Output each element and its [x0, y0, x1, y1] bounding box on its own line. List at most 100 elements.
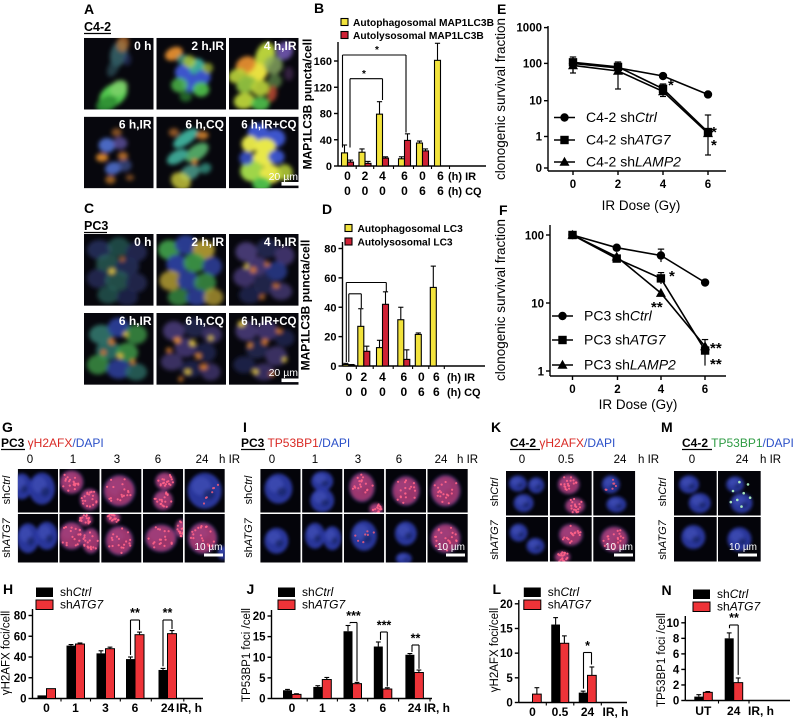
- svg-text:shATG7: shATG7: [548, 598, 592, 612]
- svg-text:Autolysosomal LC3: Autolysosomal LC3: [358, 238, 453, 249]
- svg-text:0: 0: [20, 694, 26, 706]
- svg-text:4: 4: [673, 664, 680, 676]
- svg-text:0: 0: [689, 454, 695, 466]
- svg-text:10: 10: [500, 648, 513, 660]
- svg-text:6: 6: [418, 385, 425, 399]
- svg-text:3: 3: [349, 701, 356, 715]
- svg-text:6: 6: [400, 370, 407, 384]
- svg-text:C: C: [84, 200, 94, 216]
- svg-text:*: *: [585, 639, 590, 653]
- svg-text:shCtrl: shCtrl: [1, 475, 13, 504]
- svg-text:**: **: [411, 632, 421, 646]
- svg-text:**: **: [651, 299, 663, 316]
- svg-text:shATG7: shATG7: [717, 600, 761, 614]
- svg-text:shATG7: shATG7: [60, 598, 104, 612]
- svg-text:(h) IR: (h) IR: [448, 171, 476, 183]
- svg-text:***: ***: [346, 609, 361, 623]
- svg-text:0: 0: [400, 385, 407, 399]
- svg-text:0: 0: [344, 169, 351, 183]
- svg-text:10 µm: 10 µm: [605, 542, 633, 553]
- svg-text:C4-2 shLAMP2: C4-2 shLAMP2: [586, 154, 681, 170]
- svg-text:6: 6: [433, 370, 440, 384]
- svg-text:6: 6: [437, 169, 444, 183]
- svg-text:IR, h: IR, h: [176, 701, 202, 715]
- svg-text:h IR: h IR: [219, 454, 240, 466]
- svg-text:0: 0: [570, 179, 576, 191]
- svg-text:*: *: [668, 77, 674, 94]
- svg-text:*: *: [711, 137, 717, 154]
- svg-text:3: 3: [355, 454, 361, 466]
- svg-text:1: 1: [536, 132, 543, 144]
- svg-text:0: 0: [673, 696, 679, 708]
- svg-text:C4-2: C4-2: [84, 20, 111, 34]
- svg-text:*: *: [362, 69, 366, 80]
- svg-text:8: 8: [673, 633, 680, 645]
- svg-text:6 h,IR+CQ: 6 h,IR+CQ: [241, 120, 296, 132]
- svg-text:0: 0: [289, 701, 296, 715]
- svg-text:0: 0: [345, 385, 352, 399]
- svg-text:6 h,IR+CQ: 6 h,IR+CQ: [241, 316, 296, 328]
- svg-text:1: 1: [70, 454, 76, 466]
- svg-text:6: 6: [419, 184, 426, 198]
- svg-text:Autolysosomal MAP1LC3B: Autolysosomal MAP1LC3B: [353, 31, 484, 42]
- svg-text:10: 10: [531, 299, 544, 311]
- svg-text:1000: 1000: [516, 23, 542, 35]
- svg-text:(h) CQ: (h) CQ: [447, 387, 481, 399]
- svg-text:24: 24: [581, 705, 595, 719]
- svg-text:80: 80: [14, 611, 27, 623]
- svg-text:γH2AFX foci/cell: γH2AFX foci/cell: [1, 611, 13, 695]
- svg-text:6 h,CQ: 6 h,CQ: [185, 118, 224, 132]
- svg-text:PC3: PC3: [84, 219, 108, 233]
- svg-text:0: 0: [43, 701, 50, 715]
- svg-text:0: 0: [506, 698, 512, 710]
- svg-text:4: 4: [379, 169, 386, 183]
- svg-text:shATG7: shATG7: [1, 517, 13, 557]
- svg-text:G: G: [2, 419, 13, 435]
- svg-text:6: 6: [132, 701, 139, 715]
- svg-text:shCtrl: shCtrl: [657, 477, 669, 506]
- svg-text:10: 10: [253, 652, 266, 664]
- svg-text:MAP1LC3B puncta/cell: MAP1LC3B puncta/cell: [299, 240, 313, 371]
- svg-text:0: 0: [345, 370, 352, 384]
- svg-text:0: 0: [419, 169, 426, 183]
- svg-text:clonogenic survival fraction: clonogenic survival fraction: [493, 219, 508, 381]
- svg-text:0: 0: [401, 184, 408, 198]
- svg-text:6: 6: [705, 179, 711, 191]
- svg-text:Autophagosomal LC3: Autophagosomal LC3: [358, 224, 464, 235]
- svg-text:F: F: [499, 202, 508, 218]
- svg-text:24: 24: [161, 701, 175, 715]
- svg-text:1: 1: [312, 454, 318, 466]
- svg-text:120: 120: [314, 82, 332, 94]
- svg-text:shCtrl: shCtrl: [302, 585, 334, 599]
- svg-text:2 h,IR: 2 h,IR: [191, 235, 224, 249]
- svg-text:PC3 shATG7: PC3 shATG7: [584, 332, 667, 348]
- svg-text:0: 0: [344, 184, 351, 198]
- svg-text:shCtrl: shCtrl: [489, 477, 501, 506]
- svg-text:γH2AFX foci/cell: γH2AFX foci/cell: [489, 608, 501, 692]
- svg-text:6: 6: [396, 454, 402, 466]
- svg-text:20: 20: [14, 673, 27, 685]
- svg-text:0: 0: [519, 454, 525, 466]
- svg-text:2: 2: [614, 384, 620, 396]
- svg-text:shCtrl: shCtrl: [548, 585, 580, 599]
- svg-text:24: 24: [614, 454, 627, 466]
- svg-text:UT: UT: [695, 704, 712, 718]
- svg-text:60: 60: [324, 273, 336, 285]
- svg-text:0: 0: [379, 184, 386, 198]
- svg-text:15: 15: [253, 632, 266, 644]
- svg-text:1: 1: [319, 701, 326, 715]
- svg-text:C4-2 TP53BP1/DAPI: C4-2 TP53BP1/DAPI: [682, 436, 794, 450]
- svg-text:2: 2: [360, 370, 367, 384]
- svg-text:IR, h: IR, h: [748, 704, 774, 718]
- svg-text:2 h,IR: 2 h,IR: [191, 39, 224, 53]
- svg-text:0: 0: [259, 694, 265, 706]
- svg-text:C4-2 shCtrl: C4-2 shCtrl: [586, 109, 658, 125]
- svg-text:PC3 TP53BP1/DAPI: PC3 TP53BP1/DAPI: [241, 436, 350, 450]
- svg-text:40: 40: [324, 302, 336, 314]
- svg-text:shATG7: shATG7: [302, 598, 346, 612]
- svg-text:E: E: [497, 1, 506, 17]
- svg-text:H: H: [3, 581, 13, 597]
- svg-text:2: 2: [673, 680, 679, 692]
- svg-text:100: 100: [523, 58, 542, 70]
- svg-text:**: **: [710, 340, 722, 357]
